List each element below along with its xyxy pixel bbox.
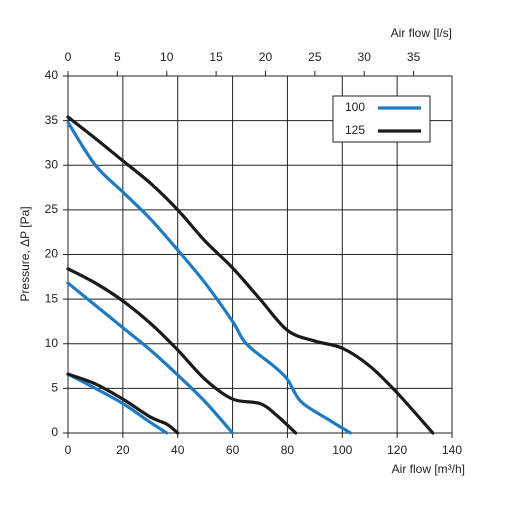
x2-tick-label: 25 [308, 50, 322, 64]
x-tick-label: 60 [226, 443, 240, 457]
x2-tick-label: 35 [407, 50, 421, 64]
curve [66, 120, 353, 435]
curve [66, 115, 435, 435]
x2-axis-label: Air flow [l/s] [391, 26, 452, 40]
legend-box [332, 95, 431, 143]
x-tick-label: 20 [116, 443, 130, 457]
curve [66, 372, 180, 435]
y-axis-label: Pressure, ΔP [Pa] [18, 206, 32, 301]
legend-label: 125 [345, 123, 365, 137]
x2-tick-label: 20 [259, 50, 273, 64]
x2-tick-label: 15 [209, 50, 223, 64]
x-tick-label: 40 [171, 443, 185, 457]
x2-tick-label: 5 [114, 50, 121, 64]
x2-tick-label: 30 [358, 50, 372, 64]
x2-tick-label: 10 [160, 50, 174, 64]
x-tick-label: 140 [442, 443, 462, 457]
x2-tick-label: 0 [65, 50, 72, 64]
x-tick-label: 80 [281, 443, 295, 457]
y-tick-label: 30 [45, 157, 59, 171]
x-axis-label: Air flow [m³/h] [392, 462, 465, 476]
x-tick-label: 100 [332, 443, 352, 457]
y-tick-label: 15 [45, 291, 59, 305]
y-tick-label: 25 [45, 202, 59, 216]
y-tick-label: 40 [45, 68, 59, 82]
curve [66, 267, 298, 435]
legend-label: 100 [345, 100, 365, 114]
curve [66, 281, 235, 435]
y-tick-label: 0 [51, 425, 58, 439]
x-tick-label: 120 [387, 443, 407, 457]
y-tick-label: 35 [45, 113, 59, 127]
y-tick-label: 5 [51, 381, 58, 395]
y-tick-label: 10 [45, 336, 59, 350]
curve [66, 372, 169, 435]
x-tick-label: 0 [65, 443, 72, 457]
y-tick-label: 20 [45, 247, 59, 261]
